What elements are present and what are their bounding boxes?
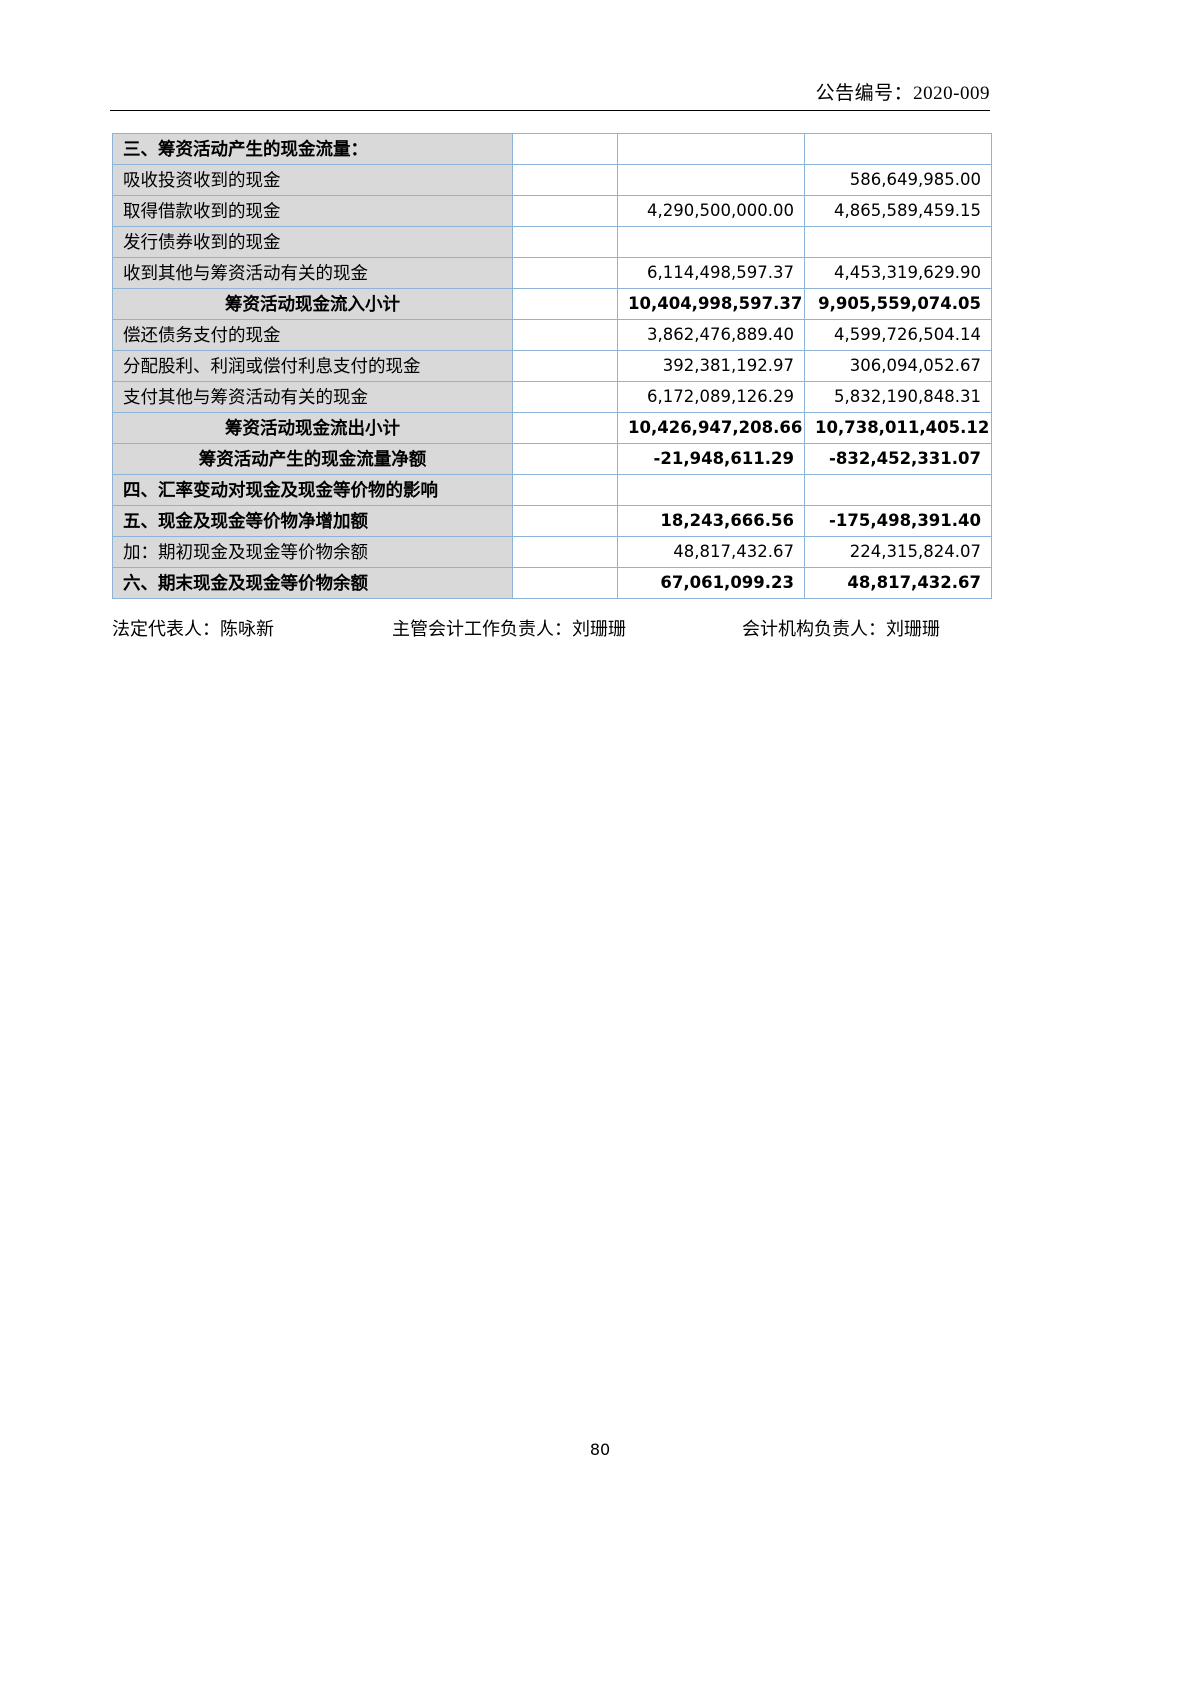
row-label: 取得借款收到的现金 <box>112 195 513 227</box>
legal-representative-label: 法定代表人：陈咏新 <box>112 619 274 639</box>
row-previous-period-value: -832,452,331.07 <box>804 443 992 475</box>
row-note <box>512 443 618 475</box>
row-note <box>512 412 618 444</box>
row-previous-period-value: 4,865,589,459.15 <box>804 195 992 227</box>
row-label: 筹资活动产生的现金流量净额 <box>112 443 513 475</box>
table-row: 筹资活动现金流入小计 10,404,998,597.37 9,905,559,074… <box>112 288 992 320</box>
row-note <box>512 133 618 165</box>
row-previous-period-value: 4,599,726,504.14 <box>804 319 992 351</box>
row-current-period-value <box>617 226 805 258</box>
row-note <box>512 319 618 351</box>
row-current-period-value: 3,862,476,889.40 <box>617 319 805 351</box>
table-row: 收到其他与筹资活动有关的现金 6,114,498,597.37 4,453,319,… <box>112 257 992 289</box>
row-current-period-value: 18,243,666.56 <box>617 505 805 537</box>
row-note <box>512 567 618 599</box>
row-label: 吸收投资收到的现金 <box>112 164 513 196</box>
row-previous-period-value: 48,817,432.67 <box>804 567 992 599</box>
accounting-institution-head-label: 会计机构负责人：刘珊珊 <box>742 619 940 639</box>
row-label: 三、筹资活动产生的现金流量： <box>112 133 513 165</box>
row-current-period-value: 10,426,947,208.66 <box>617 412 805 444</box>
table-row: 支付其他与筹资活动有关的现金 6,172,089,126.29 5,832,190,… <box>112 381 992 413</box>
table-row: 吸收投资收到的现金 586,649,985.00 <box>112 164 992 196</box>
table-row: 四、汇率变动对现金及现金等价物的影响 <box>112 474 992 506</box>
row-note <box>512 164 618 196</box>
row-previous-period-value: 10,738,011,405.12 <box>804 412 992 444</box>
row-current-period-value <box>617 164 805 196</box>
row-current-period-value: 10,404,998,597.37 <box>617 288 805 320</box>
row-current-period-value <box>617 133 805 165</box>
row-previous-period-value: 306,094,052.67 <box>804 350 992 382</box>
table-row: 分配股利、利润或偿付利息支付的现金 392,381,192.97 306,094,0… <box>112 350 992 382</box>
header-divider <box>110 110 990 111</box>
row-note <box>512 381 618 413</box>
row-previous-period-value: 9,905,559,074.05 <box>804 288 992 320</box>
cash-flow-table: 三、筹资活动产生的现金流量： 吸收投资收到的现金 586,649,985.00 取得借… <box>112 133 992 599</box>
table-row: 筹资活动产生的现金流量净额 -21,948,611.29 -832,452,331.… <box>112 443 992 475</box>
row-current-period-value: 6,114,498,597.37 <box>617 257 805 289</box>
row-current-period-value: -21,948,611.29 <box>617 443 805 475</box>
row-current-period-value: 48,817,432.67 <box>617 536 805 568</box>
row-previous-period-value <box>804 474 992 506</box>
table-row: 发行债券收到的现金 <box>112 226 992 258</box>
row-note <box>512 474 618 506</box>
row-note <box>512 288 618 320</box>
row-label: 分配股利、利润或偿付利息支付的现金 <box>112 350 513 382</box>
row-current-period-value: 4,290,500,000.00 <box>617 195 805 227</box>
table-row: 取得借款收到的现金 4,290,500,000.00 4,865,589,459.1… <box>112 195 992 227</box>
row-label: 筹资活动现金流出小计 <box>112 412 513 444</box>
table-row: 三、筹资活动产生的现金流量： <box>112 133 992 165</box>
row-previous-period-value <box>804 226 992 258</box>
row-previous-period-value: 4,453,319,629.90 <box>804 257 992 289</box>
table-row: 五、现金及现金等价物净增加额 18,243,666.56 -175,498,391.… <box>112 505 992 537</box>
cash-flow-table-container: 三、筹资活动产生的现金流量： 吸收投资收到的现金 586,649,985.00 取得借… <box>112 133 992 599</box>
row-note <box>512 505 618 537</box>
row-current-period-value: 6,172,089,126.29 <box>617 381 805 413</box>
accounting-officer-label: 主管会计工作负责人：刘珊珊 <box>392 619 626 639</box>
announcement-number: 公告编号：2020-009 <box>815 83 990 104</box>
table-row: 偿还债务支付的现金 3,862,476,889.40 4,599,726,504.1… <box>112 319 992 351</box>
row-label: 发行债券收到的现金 <box>112 226 513 258</box>
page-number: 80 <box>589 1440 611 1459</box>
row-label: 五、现金及现金等价物净增加额 <box>112 505 513 537</box>
row-label: 筹资活动现金流入小计 <box>112 288 513 320</box>
row-current-period-value: 392,381,192.97 <box>617 350 805 382</box>
table-row: 筹资活动现金流出小计 10,426,947,208.66 10,738,011,40… <box>112 412 992 444</box>
row-previous-period-value: 224,315,824.07 <box>804 536 992 568</box>
row-previous-period-value <box>804 133 992 165</box>
row-note <box>512 536 618 568</box>
row-label: 六、期末现金及现金等价物余额 <box>112 567 513 599</box>
row-note <box>512 195 618 227</box>
table-row: 加：期初现金及现金等价物余额 48,817,432.67 224,315,824.0… <box>112 536 992 568</box>
row-previous-period-value: 5,832,190,848.31 <box>804 381 992 413</box>
row-label: 收到其他与筹资活动有关的现金 <box>112 257 513 289</box>
row-current-period-value <box>617 474 805 506</box>
row-note <box>512 350 618 382</box>
row-label: 四、汇率变动对现金及现金等价物的影响 <box>112 474 513 506</box>
row-label: 支付其他与筹资活动有关的现金 <box>112 381 513 413</box>
row-label: 加：期初现金及现金等价物余额 <box>112 536 513 568</box>
row-note <box>512 226 618 258</box>
table-row: 六、期末现金及现金等价物余额 67,061,099.23 48,817,432.67 <box>112 567 992 599</box>
row-note <box>512 257 618 289</box>
row-label: 偿还债务支付的现金 <box>112 319 513 351</box>
row-current-period-value: 67,061,099.23 <box>617 567 805 599</box>
row-previous-period-value: 586,649,985.00 <box>804 164 992 196</box>
row-previous-period-value: -175,498,391.40 <box>804 505 992 537</box>
